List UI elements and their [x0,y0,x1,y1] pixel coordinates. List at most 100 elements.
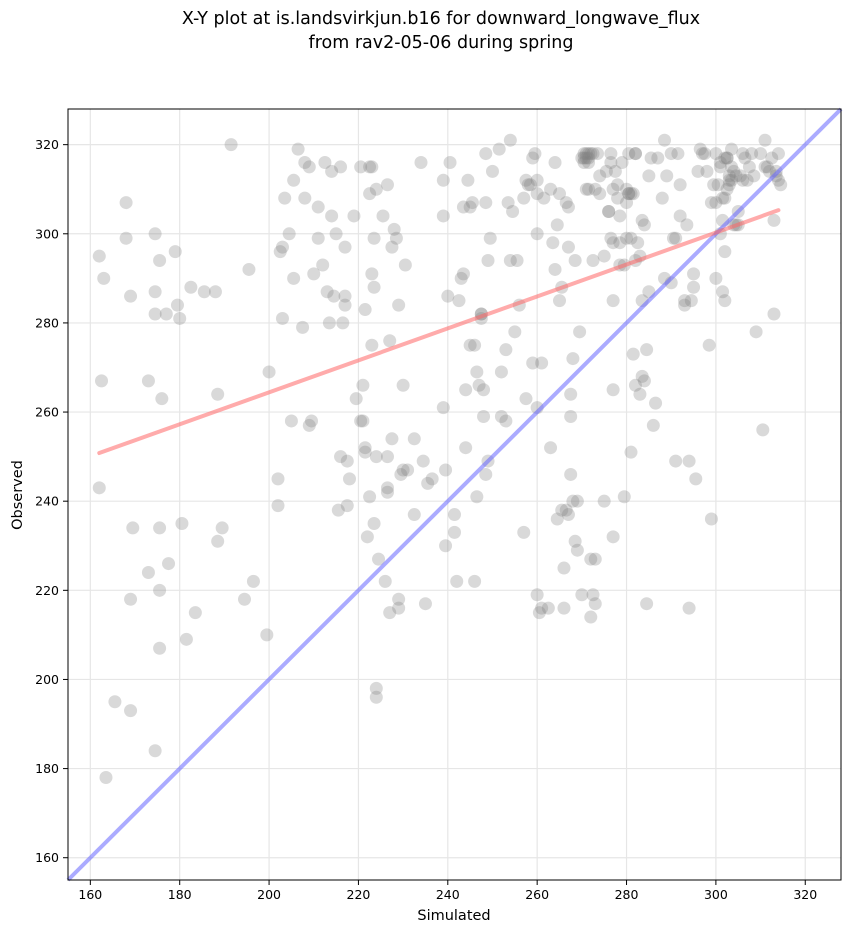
data-point [664,147,678,161]
y-tick-label: 300 [35,226,59,241]
data-point [148,744,162,758]
data-point [611,191,625,205]
x-tick-label: 220 [347,887,371,902]
data-point [506,205,520,219]
data-point [716,191,730,205]
data-point [329,227,343,241]
data-point [559,503,573,517]
data-point [494,365,508,379]
data-point [237,592,251,606]
data-point [718,294,732,308]
data-point [704,512,718,526]
data-point [640,597,654,611]
data-point [99,770,113,784]
data-point [749,325,763,339]
data-point [271,472,285,486]
data-point [633,387,647,401]
data-point [356,414,370,428]
data-point [553,294,567,308]
data-point [530,227,544,241]
data-point [316,258,330,272]
data-point [709,147,723,161]
data-point [459,441,473,455]
data-point [666,231,680,245]
data-point [564,410,578,424]
x-axis-label: Simulated [417,908,490,924]
data-point [680,218,694,232]
data-point [519,173,533,187]
data-point [358,445,372,459]
y-tick-label: 260 [35,405,59,420]
data-point [141,374,155,388]
data-point [622,147,636,161]
data-point [307,267,321,281]
data-point [510,254,524,268]
data-point [485,164,499,178]
data-point [369,450,383,464]
data-point [711,178,725,192]
data-point [707,178,721,192]
data-point [354,414,368,428]
data-point [369,681,383,695]
data-point [624,445,638,459]
data-point [622,187,636,201]
data-point [271,499,285,513]
data-point [188,606,202,620]
data-point [354,160,368,174]
data-point [602,205,616,219]
data-point [557,601,571,615]
data-point [548,155,562,169]
data-point [108,695,122,709]
data-point [450,574,464,588]
data-point [626,347,640,361]
data-point [153,583,167,597]
data-point [396,463,410,477]
data-point [338,289,352,303]
y-tick-label: 160 [35,850,59,865]
data-point [211,387,225,401]
data-point [503,133,517,147]
data-point [760,160,774,174]
data-point [296,320,310,334]
data-point [376,209,390,223]
data-point [628,147,642,161]
data-point [530,173,544,187]
data-point [544,441,558,455]
data-point [443,155,457,169]
data-point [620,196,634,210]
data-point [363,160,377,174]
data-point [530,588,544,602]
grid [68,109,841,880]
data-point [492,142,506,156]
x-tick-label: 180 [168,887,192,902]
data-point [479,147,493,161]
data-point [564,387,578,401]
data-point [275,240,289,254]
data-point [483,231,497,245]
data-point [720,182,734,196]
data-point [459,383,473,397]
data-point [363,187,377,201]
data-point [499,414,513,428]
data-point [398,258,412,272]
data-point [550,218,564,232]
data-point [582,155,596,169]
data-point [325,164,339,178]
data-point [678,298,692,312]
chart-title-line-2: from rav2-05-06 during spring [309,33,574,53]
data-point [387,222,401,236]
data-point [579,151,593,165]
data-point [441,289,455,303]
data-point [548,262,562,276]
fit-lines [66,107,843,882]
data-point [503,254,517,268]
data-point [385,432,399,446]
y-tick-label: 220 [35,583,59,598]
data-point [617,490,631,504]
data-point [754,147,768,161]
data-point [613,236,627,250]
data-point [242,262,256,276]
data-point [367,231,381,245]
data-point [577,151,591,165]
data-point [586,588,600,602]
